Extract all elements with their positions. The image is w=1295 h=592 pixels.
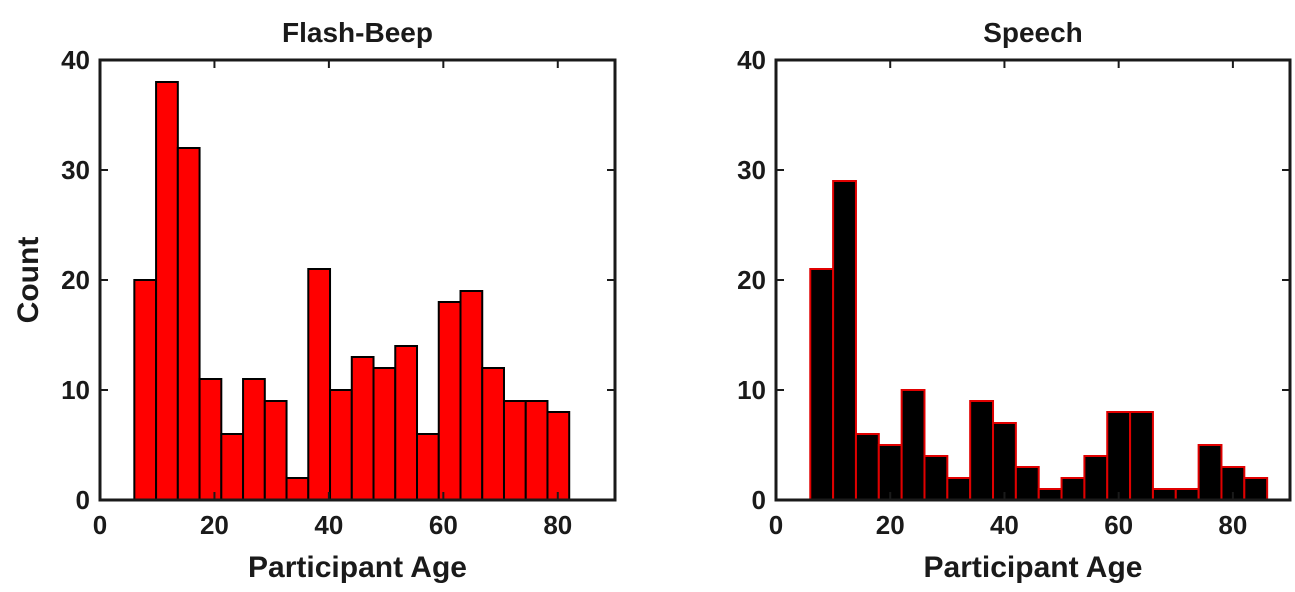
- y-tick-label: 40: [737, 45, 766, 75]
- bar: [198, 378, 223, 501]
- chart-title: Speech: [983, 17, 1083, 48]
- bar: [546, 411, 571, 501]
- y-tick-label: 20: [61, 265, 90, 295]
- bar: [1037, 488, 1063, 501]
- x-tick-label: 40: [314, 510, 343, 540]
- x-tick-label: 20: [200, 510, 229, 540]
- bar: [1151, 488, 1177, 501]
- y-tick-label: 0: [752, 485, 766, 515]
- bar: [502, 400, 527, 501]
- x-tick-label: 80: [1218, 510, 1247, 540]
- bar: [133, 279, 158, 501]
- x-tick-label: 40: [990, 510, 1019, 540]
- bar: [832, 180, 857, 501]
- bar: [372, 367, 397, 501]
- x-tick-label: 60: [429, 510, 458, 540]
- bar: [992, 422, 1017, 501]
- bar: [809, 268, 835, 501]
- y-tick-label: 10: [61, 375, 90, 405]
- bar: [1197, 444, 1223, 501]
- bar: [220, 433, 245, 501]
- x-tick-label: 80: [543, 510, 572, 540]
- bar: [307, 268, 332, 501]
- bar: [969, 400, 995, 501]
- bar: [1106, 411, 1132, 501]
- x-axis-label: Participant Age: [924, 551, 1143, 584]
- bar: [416, 433, 440, 501]
- x-tick-label: 60: [1104, 510, 1133, 540]
- bar: [946, 477, 972, 501]
- bar: [285, 477, 310, 501]
- bar: [459, 290, 484, 501]
- bar: [1060, 477, 1086, 501]
- y-tick-label: 20: [737, 265, 766, 295]
- x-tick-label: 0: [769, 510, 783, 540]
- bar: [900, 389, 926, 501]
- y-tick-label: 10: [737, 375, 766, 405]
- x-axis-label: Participant Age: [248, 551, 467, 584]
- x-tick-label: 0: [93, 510, 107, 540]
- bar: [329, 389, 353, 501]
- bar: [350, 356, 375, 501]
- bar: [1243, 477, 1269, 501]
- bar: [1129, 411, 1154, 501]
- y-tick-label: 30: [737, 155, 766, 185]
- bar: [437, 301, 462, 501]
- y-tick-label: 40: [61, 45, 90, 75]
- bar: [481, 367, 505, 501]
- chart: 0 20 40 60 80 0 10 20 30 40 Speech Participant Age: [737, 17, 1292, 584]
- chart-title: Flash-Beep: [282, 17, 433, 48]
- bar: [1014, 466, 1040, 501]
- bar: [176, 147, 201, 501]
- y-tick-label: 0: [76, 485, 90, 515]
- y-axis-label: Count: [12, 237, 45, 324]
- bar: [524, 400, 549, 501]
- bar: [263, 400, 288, 501]
- bar: [854, 433, 880, 501]
- bar: [877, 444, 903, 501]
- bar: [394, 345, 419, 501]
- y-tick-label: 30: [61, 155, 90, 185]
- bar: [242, 378, 266, 501]
- bar: [155, 81, 179, 501]
- bar: [923, 455, 949, 501]
- x-tick-label: 20: [876, 510, 905, 540]
- bar: [1174, 488, 1200, 501]
- chart: 0 20 40 60 80 0 10 20 30 40 Flash-Beep Participant …: [12, 17, 617, 584]
- bar: [1083, 455, 1109, 501]
